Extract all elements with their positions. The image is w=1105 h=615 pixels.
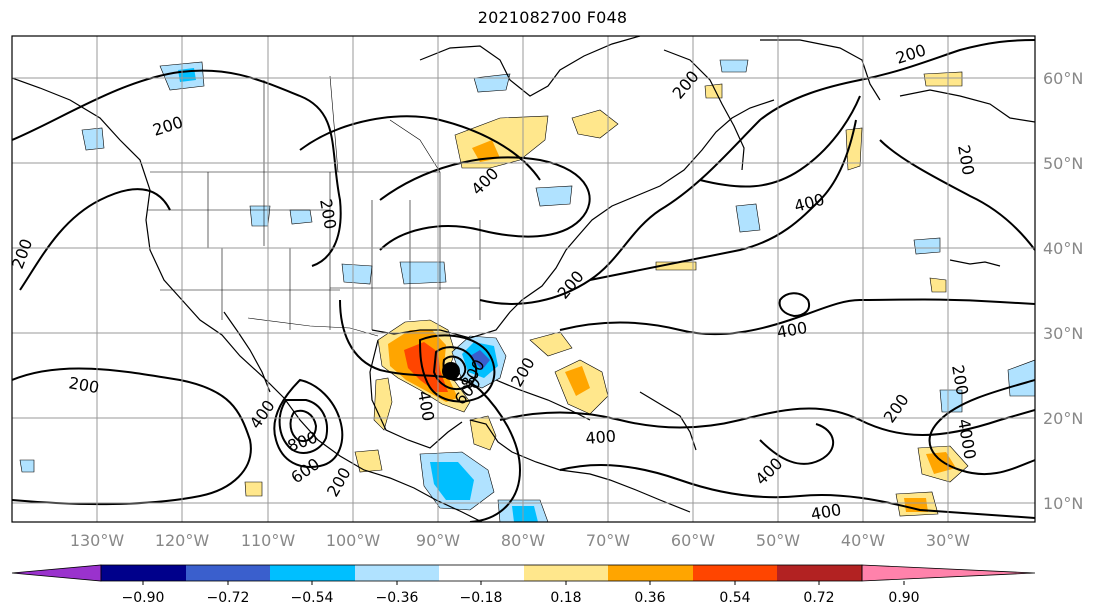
colorbar-segment — [270, 565, 355, 581]
lat-tick-label: 40°N — [1043, 239, 1083, 258]
colorbar-tick-label: −0.72 — [207, 590, 250, 606]
lon-tick-label: 120°W — [155, 531, 210, 550]
colorbar-segment — [439, 565, 524, 581]
contour-lines — [12, 39, 1035, 522]
colorbar-tick-label: 0.90 — [888, 590, 919, 606]
contour-label: 400 — [585, 426, 617, 448]
latitude-labels: 60°N 50°N 40°N 30°N 20°N 10°N — [1043, 69, 1083, 513]
longitude-labels: 130°W 120°W 110°W 100°W 90°W 80°W 70°W 6… — [70, 531, 970, 550]
colorbar-tick-label: 0.54 — [719, 590, 750, 606]
lon-tick-label: 110°W — [241, 531, 296, 550]
colorbar-segment — [524, 565, 608, 581]
lon-tick-label: 90°W — [416, 531, 460, 550]
contour-label: 400 — [809, 500, 842, 524]
lon-tick-label: 70°W — [586, 531, 630, 550]
lon-tick-label: 80°W — [501, 531, 545, 550]
map-frame — [11, 35, 1036, 523]
lon-tick-label: 40°W — [841, 531, 885, 550]
colorbar-segment — [101, 565, 186, 581]
colorbar-tick-label: −0.18 — [460, 590, 503, 606]
lat-tick-label: 60°N — [1043, 69, 1083, 88]
colorbar-segment — [693, 565, 777, 581]
colorbar-tick-label: −0.90 — [122, 590, 165, 606]
colorbar-segment — [861, 564, 1036, 582]
colorbar-tick-label: −0.54 — [291, 590, 334, 606]
colorbar: −0.90 −0.72 −0.54 −0.36 −0.18 0.18 0.36 … — [11, 564, 1036, 606]
colorbar-segment — [608, 565, 693, 581]
colorbar-segment — [186, 565, 270, 581]
lat-tick-label: 10°N — [1043, 494, 1083, 513]
lat-tick-label: 30°N — [1043, 324, 1083, 343]
colorbar-segment — [11, 564, 102, 582]
lon-tick-label: 50°W — [756, 531, 800, 550]
lon-tick-label: 30°W — [926, 531, 970, 550]
lon-tick-label: 60°W — [671, 531, 715, 550]
lat-tick-label: 50°N — [1043, 154, 1083, 173]
lon-tick-label: 130°W — [70, 531, 125, 550]
storm-center-marker — [442, 362, 460, 380]
colorbar-tick-label: 0.36 — [634, 590, 665, 606]
coastlines — [12, 36, 1035, 522]
lat-tick-label: 20°N — [1043, 409, 1083, 428]
colorbar-tick-label: 0.72 — [803, 590, 834, 606]
colorbar-segment — [777, 565, 862, 581]
lon-tick-label: 100°W — [326, 531, 381, 550]
colorbar-segment — [355, 565, 439, 581]
colorbar-tick-label: 0.18 — [550, 590, 581, 606]
map-title: 2021082700 F048 — [477, 8, 628, 27]
colorbar-tick-label: −0.36 — [376, 590, 419, 606]
map-grid — [12, 36, 1035, 522]
